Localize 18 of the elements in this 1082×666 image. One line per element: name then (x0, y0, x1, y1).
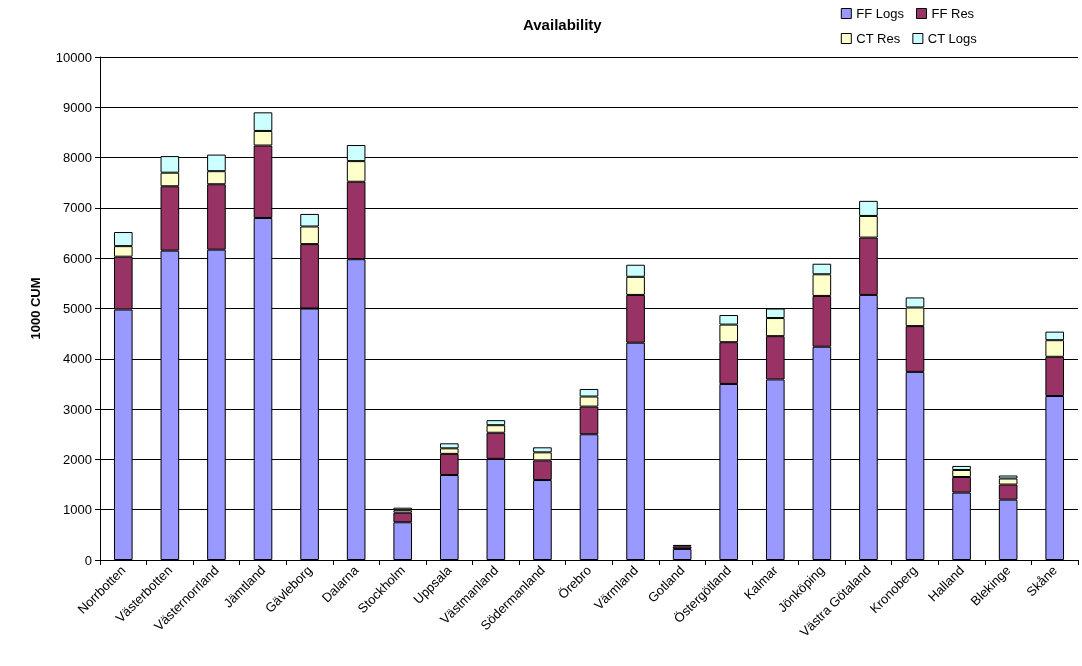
y-tick-label: 7000 (63, 200, 92, 216)
chart-title: Availability (523, 16, 603, 33)
y-tick-label: 1000 (63, 502, 92, 518)
legend-label: CT Res (856, 31, 901, 46)
y-tick-label: 5000 (63, 301, 92, 316)
y-tick-label: 0 (84, 552, 92, 568)
legend-label: FF Res (931, 6, 975, 21)
y-tick-label: 6000 (63, 250, 92, 266)
legend-label: CT Logs (927, 31, 978, 46)
y-tick-label: 8000 (63, 150, 92, 166)
y-axis-title: 1000 CUM (28, 277, 43, 340)
legend-label: FF Logs (856, 6, 905, 21)
y-tick-label: 3000 (63, 401, 92, 417)
y-tick-label: 9000 (63, 99, 92, 115)
y-tick-label: 4000 (63, 351, 92, 367)
y-tick-label: 10000 (55, 49, 92, 65)
y-tick-label: 2000 (63, 451, 92, 467)
bar (672, 548, 692, 560)
